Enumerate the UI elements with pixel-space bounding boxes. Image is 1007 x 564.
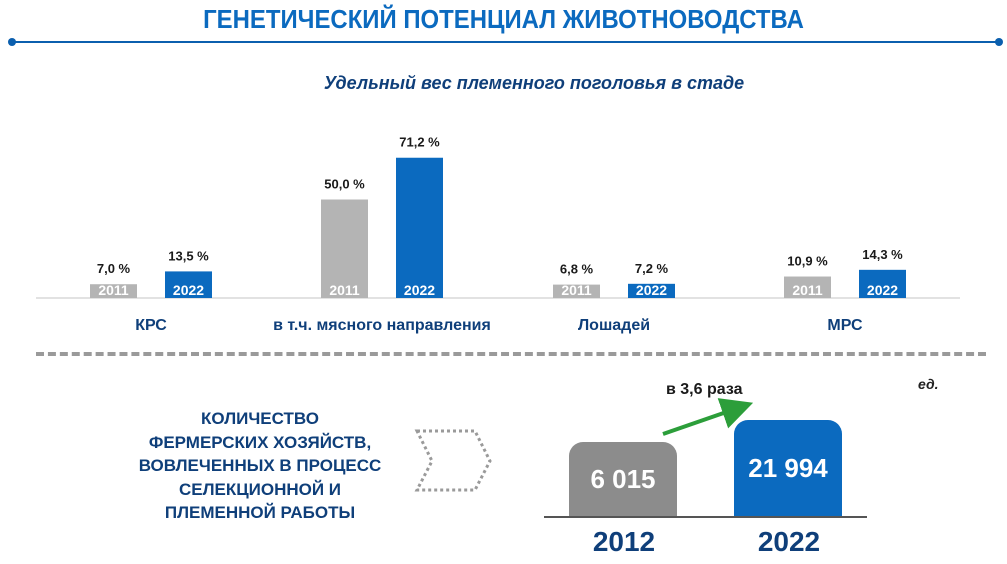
farms-label-line: КОЛИЧЕСТВО — [201, 409, 319, 428]
category-label: Лошадей — [578, 317, 650, 334]
farms-value-2012: 6 015 — [590, 464, 656, 494]
bar-2022 — [859, 269, 906, 298]
growth-annotation: в 3,6 раза — [666, 381, 743, 398]
farms-bar-2012: 6 015 — [569, 442, 677, 517]
data-label: 10,9 % — [787, 254, 828, 269]
farms-value-2022: 21 994 — [748, 453, 828, 483]
bar-2011 — [784, 276, 831, 298]
bar-year-label: 2011 — [561, 282, 592, 298]
farms-label: КОЛИЧЕСТВО ФЕРМЕРСКИХ ХОЗЯЙСТВ, ВОВЛЕЧЕН… — [120, 407, 400, 525]
data-label: 7,0 % — [97, 261, 131, 276]
farms-baseline — [544, 516, 867, 518]
bar-2022 — [396, 157, 443, 298]
bar-year-label: 2011 — [329, 282, 360, 298]
category-label: в т.ч. мясного направления — [273, 317, 491, 334]
data-label: 71,2 % — [399, 135, 440, 150]
data-label: 14,3 % — [862, 247, 903, 262]
bar-year-label: 2022 — [404, 282, 435, 298]
bar-2022 — [165, 271, 212, 298]
chart-subtitle: Удельный вес племенного поголовья в стад… — [323, 73, 745, 93]
page-title: ГЕНЕТИЧЕСКИЙ ПОТЕНЦИАЛ ЖИВОТНОВОДСТВА — [203, 4, 804, 34]
farms-year-2022: 2022 — [757, 526, 821, 557]
data-label: 13,5 % — [168, 248, 209, 263]
data-label: 6,8 % — [560, 262, 594, 277]
rule-dot-right — [995, 38, 1003, 46]
bar-year-label: 2011 — [98, 282, 129, 298]
bar-2011 — [553, 284, 600, 298]
bar-year-label: 2022 — [173, 282, 204, 298]
bar-year-label: 2011 — [792, 282, 823, 298]
farms-label-line: ФЕРМЕРСКИХ ХОЗЯЙСТВ, — [148, 432, 372, 452]
data-label: 50,0 % — [324, 177, 365, 192]
farms-label-line: ВОВЛЕЧЕННЫХ В ПРОЦЕСС — [138, 456, 382, 475]
farms-label-line: СЕЛЕКЦИОННОЙ И — [178, 479, 342, 499]
bar-year-label: 2022 — [867, 282, 898, 298]
bar-year-label: 2022 — [636, 282, 667, 298]
unit-label: ед. — [918, 376, 939, 392]
bar-2022 — [628, 283, 675, 298]
category-label: МРС — [827, 317, 863, 334]
section-divider — [36, 352, 986, 356]
breeding-share-chart: 7,0 % 2011 13,5 % 2022 КРС 50,0 % 2011 71,2 % 20… — [36, 135, 960, 334]
bar-2011 — [321, 199, 368, 298]
farms-label-line: ПЛЕМЕННОЙ РАБОТЫ — [164, 503, 356, 522]
data-label: 7,2 % — [635, 261, 669, 276]
bar-2011 — [90, 284, 137, 298]
farms-bar-2022: 21 994 — [734, 420, 842, 517]
category-label: КРС — [135, 317, 167, 334]
title-rule — [12, 41, 998, 43]
farms-year-2012: 2012 — [592, 526, 656, 557]
